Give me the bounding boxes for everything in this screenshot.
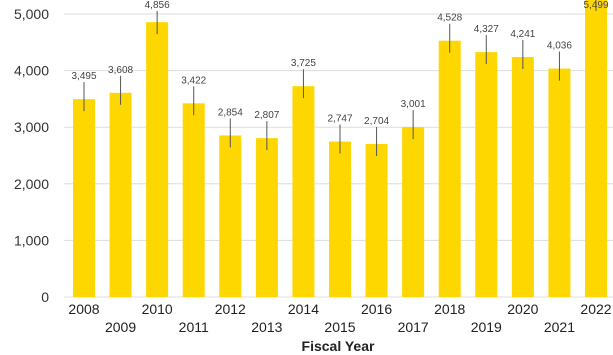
bar [585,0,607,297]
x-tick-label: 2020 [507,301,538,317]
x-tick-label: 2018 [434,301,465,317]
bar [292,86,315,297]
x-tick-label: 2008 [68,301,99,317]
data-label: 3,495 [71,71,96,82]
bar [109,92,132,297]
bar [182,103,205,298]
x-tick-label: 2010 [142,301,173,317]
data-label: 4,036 [547,41,572,52]
data-label: 3,001 [401,99,426,110]
data-label: 2,747 [327,114,352,125]
x-axis-ticks: 2008 2009 2010 2011 2012 2013 2014 2015 2016 2017… [68,301,611,335]
data-label: 4,241 [510,29,535,40]
data-label: 3,725 [291,58,316,69]
bar [365,143,388,297]
x-tick-label: 2017 [398,319,429,335]
x-tick-label: 2014 [288,301,319,317]
x-tick-label: 2019 [471,319,502,335]
data-label: 3,608 [108,65,133,76]
y-tick-label: 5,000 [14,6,49,22]
bar [548,68,571,297]
data-label: 4,856 [145,0,170,11]
data-label: 2,807 [254,110,279,121]
x-axis-title: Fiscal Year [302,338,375,354]
x-tick-label: 2016 [361,301,392,317]
data-label: 4,327 [474,24,499,35]
y-tick-label: 0 [41,289,49,305]
bar [73,99,95,297]
bar [402,127,425,297]
data-label: 5,499 [583,0,608,11]
x-tick-label: 2015 [324,319,355,335]
bar [219,135,242,297]
x-tick-label: 2012 [215,301,246,317]
x-tick-label: 2022 [580,301,611,317]
data-label: 2,704 [364,116,389,127]
x-tick-label: 2009 [105,319,136,335]
bar [511,56,534,298]
y-tick-label: 4,000 [14,63,49,79]
y-tick-label: 2,000 [14,176,49,192]
y-tick-label: 3,000 [14,119,49,135]
bar [146,22,169,298]
bar [255,138,278,297]
bar [438,40,461,297]
x-tick-label: 2011 [179,319,209,335]
data-label: 2,854 [218,107,243,118]
data-label: 3,422 [181,75,206,86]
bar [475,52,498,298]
data-labels: 3,495 3,608 4,856 3,422 2,854 2,807 3,725 2,747… [71,0,609,156]
y-axis-ticks: 0 1,000 2,000 3,000 4,000 5,000 [14,6,49,305]
y-tick-label: 1,000 [14,232,49,248]
data-label: 4,528 [437,13,462,24]
bars [73,0,607,298]
x-tick-label: 2021 [544,319,575,335]
x-tick-label: 2013 [251,319,282,335]
bar [329,141,351,297]
